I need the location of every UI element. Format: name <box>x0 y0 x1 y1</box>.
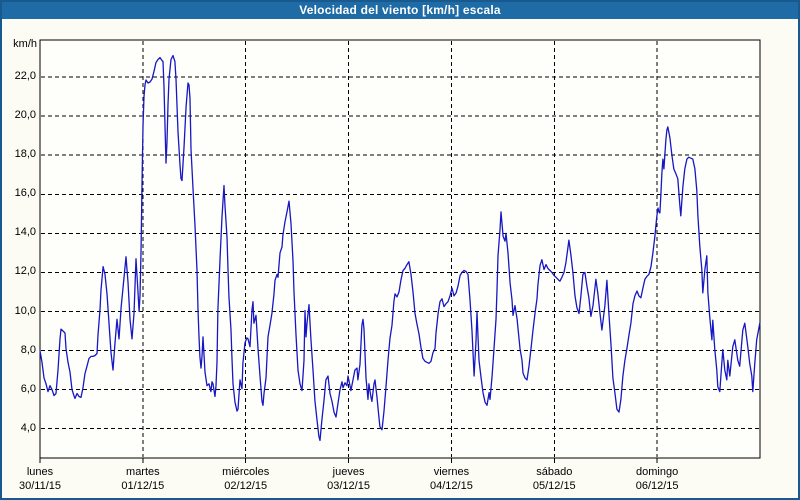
wind-speed-line <box>39 54 761 442</box>
y-axis-tick-label: 6,0 <box>20 382 36 395</box>
x-axis-day-name: miércoles <box>222 466 270 478</box>
window-title: Velocidad del viento [km/h] escala <box>299 3 501 17</box>
x-axis-day-name: lunes <box>26 466 54 478</box>
y-axis-unit-label: km/h <box>13 38 37 50</box>
x-axis-day-name: jueves <box>332 466 365 478</box>
x-axis-day-date: 06/12/15 <box>635 480 679 492</box>
x-axis-day-date: 05/12/15 <box>532 480 576 492</box>
y-axis-tick-label: 22,0 <box>14 70 36 83</box>
y-axis-tick-label: 18,0 <box>14 148 36 161</box>
x-axis-day-name: domingo <box>636 466 679 478</box>
x-axis-day-date: 03/12/15 <box>327 480 370 492</box>
y-axis-tick-label: 4,0 <box>20 421 36 434</box>
plot-area <box>39 39 761 459</box>
x-axis-day-date: 02/12/15 <box>224 480 268 492</box>
x-axis-day-date: 04/12/15 <box>430 480 473 492</box>
window-title-bar: Velocidad del viento [km/h] escala <box>2 2 798 19</box>
y-axis-tick-label: 20,0 <box>14 109 36 122</box>
x-axis-day-date: 01/12/15 <box>121 480 165 492</box>
y-axis-tick-label: 16,0 <box>14 187 36 200</box>
y-axis-tick-label: 8,0 <box>20 343 36 356</box>
y-axis-tick-label: 14,0 <box>14 226 36 239</box>
x-axis-day-date: 30/11/15 <box>18 480 61 492</box>
x-axis-day-name: viernes <box>433 466 470 478</box>
x-axis-day-name: martes <box>126 466 160 478</box>
x-axis-day-name: sábado <box>536 466 573 478</box>
y-axis-tick-label: 12,0 <box>14 265 36 278</box>
y-axis-tick-label: 10,0 <box>14 304 36 317</box>
